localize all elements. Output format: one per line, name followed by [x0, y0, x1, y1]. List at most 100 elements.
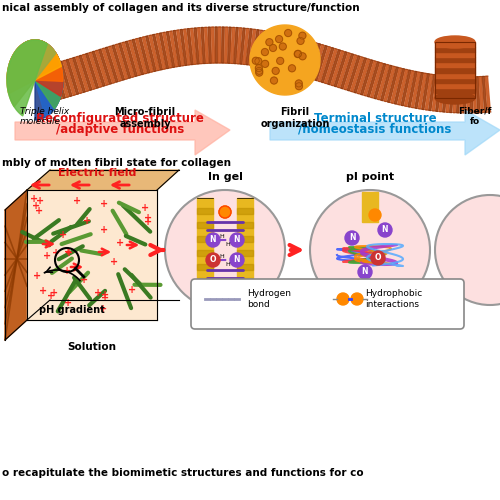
Circle shape	[435, 195, 500, 305]
Text: nical assembly of collagen and its diverse structure/function: nical assembly of collagen and its diver…	[2, 3, 360, 13]
Polygon shape	[152, 34, 162, 70]
Polygon shape	[180, 30, 187, 66]
Polygon shape	[261, 32, 270, 67]
Polygon shape	[255, 30, 262, 66]
Text: +: +	[36, 196, 44, 206]
Polygon shape	[286, 37, 297, 72]
Polygon shape	[422, 74, 430, 110]
Polygon shape	[228, 27, 231, 64]
Bar	[435, 42, 475, 47]
Circle shape	[256, 68, 262, 74]
Circle shape	[262, 60, 268, 68]
Text: N: N	[349, 234, 355, 242]
Text: /adaptive functions: /adaptive functions	[56, 123, 184, 136]
Polygon shape	[54, 63, 66, 98]
Bar	[237, 292, 253, 298]
Polygon shape	[243, 28, 248, 64]
Polygon shape	[415, 72, 424, 108]
Polygon shape	[344, 55, 357, 90]
Polygon shape	[118, 43, 131, 78]
Text: H: H	[220, 234, 224, 238]
Polygon shape	[24, 40, 63, 117]
Polygon shape	[89, 52, 102, 88]
Polygon shape	[136, 38, 147, 74]
Polygon shape	[102, 48, 115, 83]
Bar	[435, 47, 475, 52]
Circle shape	[351, 293, 363, 305]
Polygon shape	[360, 60, 373, 95]
Circle shape	[276, 36, 282, 43]
Bar	[197, 278, 213, 284]
Bar	[197, 198, 213, 302]
Polygon shape	[391, 68, 402, 104]
Polygon shape	[166, 32, 175, 68]
Polygon shape	[190, 28, 196, 64]
Polygon shape	[160, 33, 168, 68]
Text: +: +	[116, 238, 124, 248]
Polygon shape	[479, 76, 484, 112]
Circle shape	[256, 64, 262, 71]
Polygon shape	[204, 28, 208, 64]
Bar	[197, 264, 213, 270]
Polygon shape	[146, 36, 156, 72]
Polygon shape	[122, 42, 134, 78]
Polygon shape	[170, 31, 178, 67]
Polygon shape	[308, 44, 320, 78]
Bar	[237, 250, 253, 256]
Polygon shape	[425, 74, 432, 110]
Text: +: +	[64, 247, 72, 257]
Polygon shape	[412, 72, 420, 108]
Polygon shape	[7, 40, 62, 94]
Polygon shape	[274, 34, 283, 70]
Circle shape	[299, 32, 306, 39]
Polygon shape	[7, 40, 63, 82]
Polygon shape	[56, 62, 68, 98]
Polygon shape	[66, 60, 79, 94]
Circle shape	[299, 53, 306, 60]
Polygon shape	[27, 190, 157, 320]
Text: +: +	[34, 271, 42, 281]
Polygon shape	[380, 66, 392, 100]
Polygon shape	[340, 54, 353, 89]
Text: +: +	[42, 250, 50, 260]
Bar	[435, 78, 475, 82]
Polygon shape	[240, 28, 245, 64]
Text: +: +	[80, 275, 88, 285]
Polygon shape	[198, 28, 202, 64]
Polygon shape	[384, 66, 396, 102]
Text: pI point: pI point	[346, 172, 394, 182]
Polygon shape	[442, 76, 448, 112]
Polygon shape	[70, 58, 82, 94]
Circle shape	[276, 58, 283, 64]
Polygon shape	[208, 27, 212, 63]
Text: /homeostasis functions: /homeostasis functions	[298, 123, 452, 136]
Polygon shape	[473, 77, 476, 113]
Circle shape	[230, 253, 244, 267]
Polygon shape	[234, 28, 238, 64]
Polygon shape	[270, 33, 280, 69]
Polygon shape	[96, 50, 108, 85]
Circle shape	[206, 233, 220, 247]
Text: +: +	[63, 266, 71, 276]
Polygon shape	[270, 110, 500, 155]
Circle shape	[369, 209, 381, 221]
Polygon shape	[408, 72, 418, 107]
Bar	[237, 222, 253, 228]
Polygon shape	[163, 32, 172, 68]
Polygon shape	[367, 62, 380, 97]
Polygon shape	[132, 40, 143, 74]
Polygon shape	[439, 76, 445, 112]
Circle shape	[252, 58, 260, 64]
Polygon shape	[378, 64, 389, 100]
Polygon shape	[10, 40, 63, 96]
Circle shape	[262, 48, 268, 56]
Polygon shape	[314, 46, 328, 80]
Text: +: +	[50, 288, 58, 298]
Polygon shape	[302, 42, 314, 77]
Bar	[237, 264, 253, 270]
Bar	[197, 250, 213, 256]
Circle shape	[165, 190, 285, 310]
Polygon shape	[7, 40, 48, 116]
Polygon shape	[276, 34, 287, 70]
Polygon shape	[324, 48, 338, 84]
